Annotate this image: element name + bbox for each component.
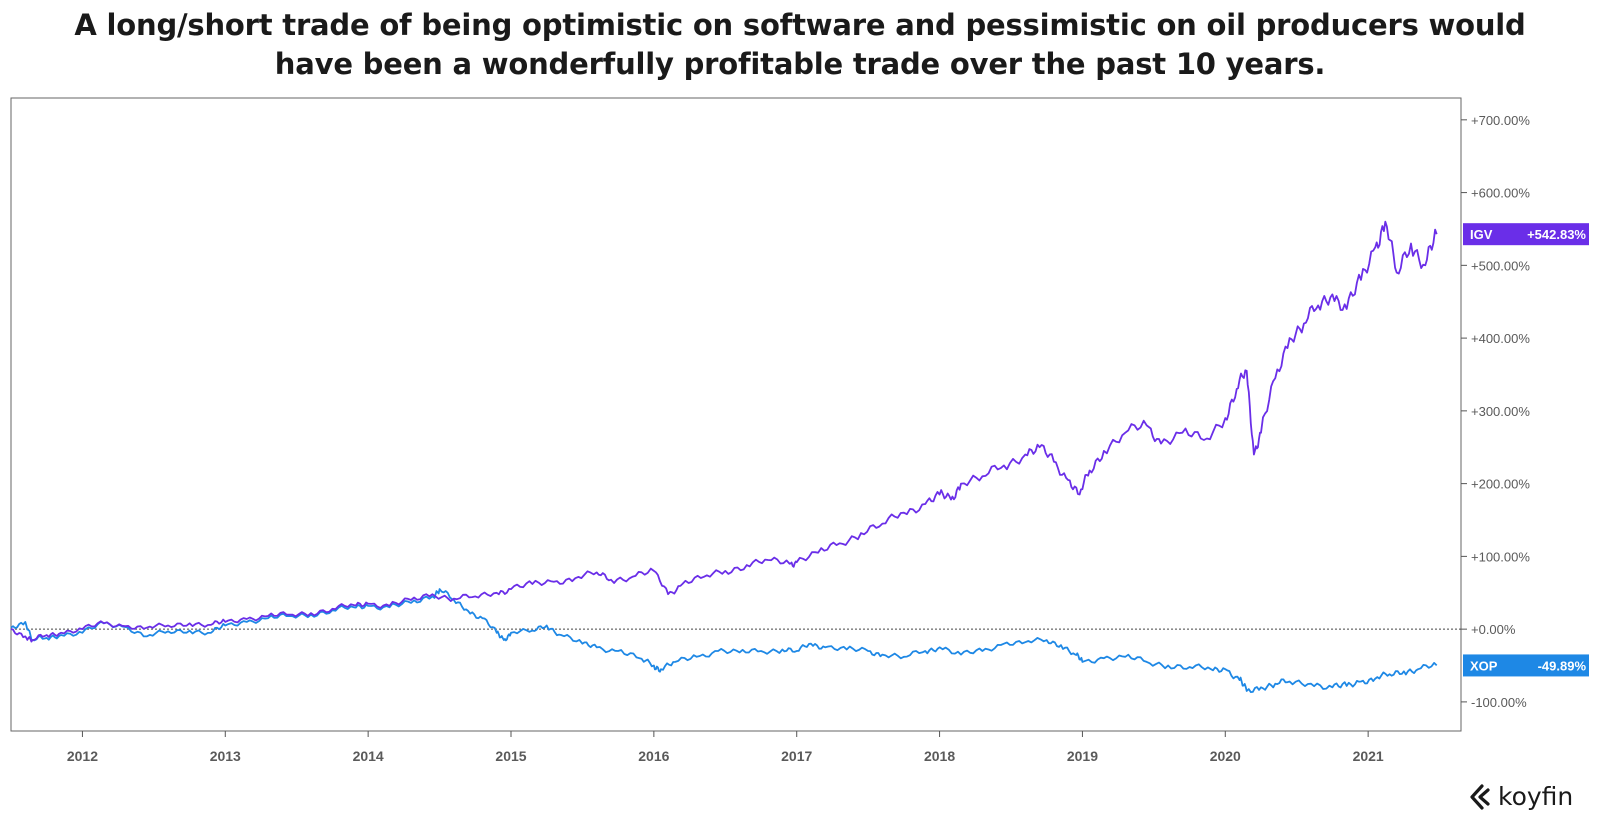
y-tick-label: +0.00%: [1471, 622, 1516, 637]
x-tick-label: 2012: [67, 748, 98, 764]
last-value-badges: IGV +542.83% XOP -49.89%: [1463, 223, 1589, 677]
series-line-xop: [10, 588, 1438, 693]
x-tick-label: 2020: [1210, 748, 1241, 764]
chart-title-line-2: have been a wonderfully profitable trade…: [274, 47, 1326, 81]
x-tick-label: 2017: [781, 748, 812, 764]
y-tick-label: -100.00%: [1471, 695, 1527, 710]
y-tick-label: +200.00%: [1471, 477, 1530, 492]
brand-logo: koyfin: [1468, 782, 1573, 811]
badge-xop: XOP -49.89%: [1463, 654, 1589, 677]
x-tick-label: 2014: [353, 748, 384, 764]
x-tick-label: 2015: [495, 748, 526, 764]
y-tick-label: +400.00%: [1471, 331, 1530, 346]
x-tick-label: 2016: [638, 748, 669, 764]
x-tick-label: 2021: [1353, 748, 1384, 764]
brand-name: koyfin: [1498, 782, 1574, 811]
badge-background: [1463, 223, 1589, 246]
badge-value: -49.89%: [1538, 658, 1587, 673]
chart-title: A long/short trade of being optimistic o…: [0, 6, 1600, 84]
y-axis: +700.00% +600.00% +500.00% +400.00% +300.00%…: [1461, 113, 1530, 710]
koyfin-logo-icon: [1470, 783, 1490, 810]
x-tick-label: 2013: [210, 748, 241, 764]
badge-background: [1463, 654, 1589, 677]
x-axis: 2012 2013 2014 2015 2016 2017 2018 2019 2020 2021: [67, 731, 1384, 764]
y-tick-label: +500.00%: [1471, 258, 1530, 273]
y-tick-label: +300.00%: [1471, 404, 1530, 419]
y-tick-label: +100.00%: [1471, 549, 1530, 564]
y-tick-label: +600.00%: [1471, 186, 1530, 201]
series-line-igv: [10, 220, 1438, 643]
badge-series-name: XOP: [1470, 658, 1498, 673]
chart-title-line-1: A long/short trade of being optimistic o…: [74, 8, 1526, 42]
plot-frame: [10, 97, 1462, 732]
y-tick-label: +700.00%: [1471, 113, 1530, 128]
badge-series-name: IGV: [1470, 227, 1493, 242]
series-group: [10, 220, 1438, 693]
badge-igv: IGV +542.83%: [1463, 223, 1589, 246]
x-tick-label: 2019: [1067, 748, 1098, 764]
x-tick-label: 2018: [924, 748, 955, 764]
badge-value: +542.83%: [1527, 227, 1586, 242]
